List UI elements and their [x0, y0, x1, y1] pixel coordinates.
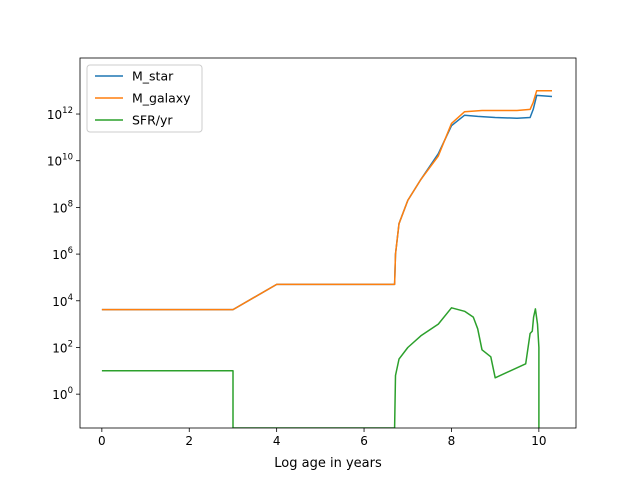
legend-box [86, 64, 203, 133]
series-line-1 [101, 89, 552, 311]
legend-label-1: M_galaxy [132, 91, 191, 106]
x-tick-label: 10 [531, 434, 546, 448]
y-tick-label: 108 [52, 199, 73, 215]
x-axis: 0 2 4 6 8 10 [98, 428, 546, 448]
x-tick-label: 4 [273, 434, 281, 448]
plot-frame [79, 57, 577, 429]
legend-label-2: SFR/yr [132, 113, 173, 128]
y-tick-label: 104 [52, 293, 73, 309]
y-tick-label: 1012 [47, 106, 73, 122]
x-tick-label: 6 [360, 434, 368, 448]
x-axis-label: Log age in years [274, 456, 382, 471]
y-tick-label: 1010 [47, 153, 73, 169]
series-layer [101, 89, 553, 428]
x-tick-label: 0 [98, 434, 106, 448]
legend: M_star M_galaxy SFR/yr [86, 64, 203, 133]
x-tick-label: 2 [185, 434, 193, 448]
y-tick-label: 100 [52, 386, 73, 402]
y-tick-label: 106 [52, 246, 73, 262]
series-line-2 [101, 307, 540, 428]
y-axis: 100 102 104 106 108 1010 1012 [47, 106, 80, 402]
x-tick-label: 8 [448, 434, 456, 448]
y-tick-label: 102 [52, 339, 73, 355]
legend-label-0: M_star [132, 69, 174, 84]
